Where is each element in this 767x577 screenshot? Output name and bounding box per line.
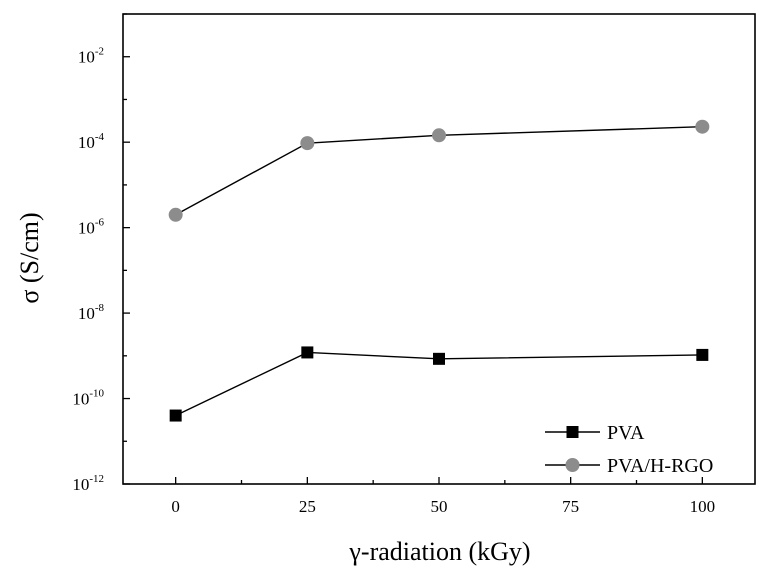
data-point-circle <box>695 119 710 134</box>
y-tick-label: 10-10 <box>72 388 104 409</box>
series-line-pva <box>175 351 703 417</box>
x-axis-title: γ-radiation (kGy) <box>348 537 530 566</box>
y-axis-title: σ (S/cm) <box>15 212 44 303</box>
legend-label: PVA/H-RGO <box>607 455 713 477</box>
x-tick-label: 75 <box>562 497 579 516</box>
data-point-circle <box>432 128 446 143</box>
data-point-circle <box>168 207 183 222</box>
legend-label: PVA <box>607 422 645 444</box>
data-point-square <box>169 409 182 422</box>
data-point-square <box>301 346 314 359</box>
y-tick-label: 10-8 <box>78 302 105 323</box>
y-tick-label: 10-2 <box>78 46 104 67</box>
x-tick-label: 0 <box>171 497 180 516</box>
y-tick-label: 10-6 <box>78 217 105 238</box>
data-point-square <box>696 348 709 361</box>
x-tick-label: 100 <box>690 497 716 516</box>
legend-marker-square <box>566 426 579 438</box>
data-point-circle <box>300 136 315 151</box>
legend-marker-circle <box>565 458 580 472</box>
x-tick-label: 50 <box>431 497 448 516</box>
y-tick-label: 10-4 <box>78 131 105 152</box>
series-line-pva-h-rgo <box>175 126 703 216</box>
x-tick-label: 25 <box>299 497 316 516</box>
plot-frame <box>122 13 756 485</box>
y-tick-label: 10-12 <box>72 473 104 494</box>
data-point-square <box>433 352 445 365</box>
